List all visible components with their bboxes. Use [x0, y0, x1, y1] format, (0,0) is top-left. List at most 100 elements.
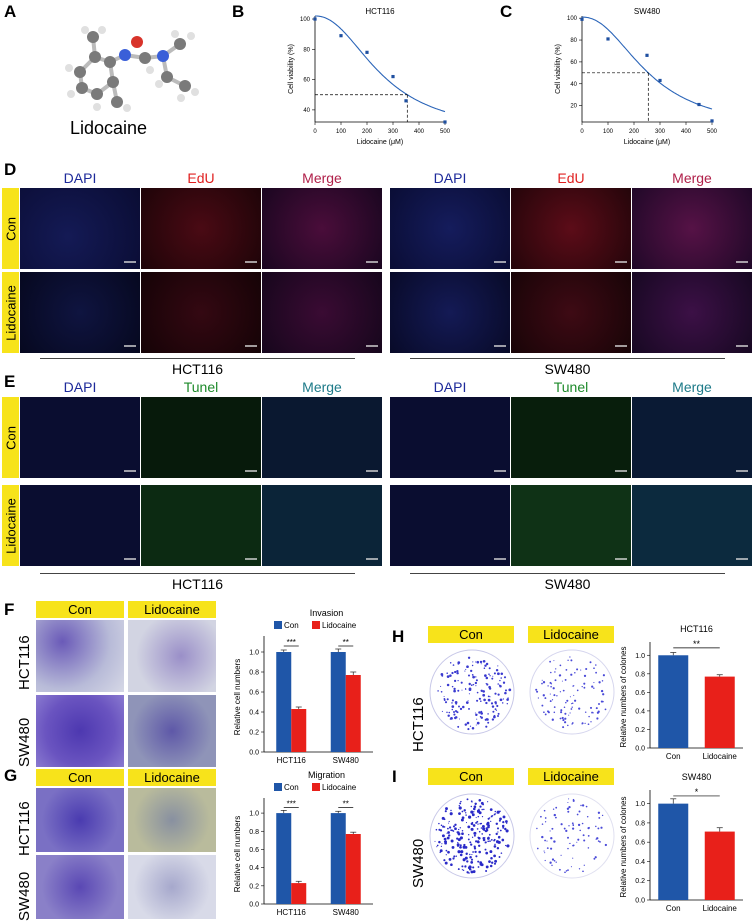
colony-dot [468, 815, 472, 819]
colony-dot [496, 704, 499, 708]
bar [330, 813, 346, 904]
colony-dot [471, 674, 474, 676]
colony-dot [478, 830, 481, 833]
colony-dot [455, 855, 458, 857]
y-tick-label: 0.0 [249, 750, 259, 757]
colony-dot [483, 808, 485, 811]
colony-dot [568, 798, 570, 800]
colony-dot [473, 831, 477, 835]
colony-dot [464, 865, 467, 868]
colony-dot [438, 828, 441, 831]
colony-dot [495, 822, 499, 826]
d-col-edu-1: EdU [187, 170, 215, 186]
colony-dot [448, 826, 452, 829]
colony-dot [500, 852, 503, 854]
colony-dot [502, 698, 505, 700]
colony-dot [584, 722, 586, 725]
e-col-dapi-2: DAPI [433, 379, 467, 395]
colony-dot [469, 725, 472, 727]
colony-dot [504, 689, 508, 692]
colony-dot [484, 842, 486, 844]
colony-dot [581, 822, 584, 825]
colony-dot [439, 851, 441, 854]
colony-dot [589, 706, 593, 709]
colony-dot [492, 815, 494, 817]
colony-dot [497, 672, 500, 676]
colony-dot [459, 707, 463, 711]
fit-curve [315, 15, 446, 113]
colony-dot [457, 838, 461, 842]
y-tick-label: 20 [570, 104, 577, 110]
bar [291, 883, 307, 904]
colony-dot [467, 838, 470, 841]
colony-dot [475, 724, 477, 726]
colony-dot [478, 711, 481, 714]
colony-dot [571, 822, 574, 825]
colony-dot [453, 855, 456, 858]
colony-dot [459, 836, 463, 840]
colony-dot [494, 859, 498, 863]
legend-swatch [274, 621, 282, 629]
colony-dot [549, 700, 552, 703]
colony-dot [553, 706, 556, 708]
colony-dot [480, 827, 483, 829]
e-row-label-lidocaine: Lidocaine [2, 485, 19, 566]
colony-dot [481, 816, 484, 818]
e-col-dapi-1: DAPI [63, 379, 97, 395]
e-micro-sw-con-tunel [511, 397, 631, 478]
colony-dot [472, 683, 475, 686]
y-tick-label: 40 [570, 82, 577, 88]
f-photo-hct-con [36, 620, 124, 692]
x-tick-label: SW480 [333, 756, 360, 765]
colony-dot [456, 669, 459, 673]
colony-dot [497, 712, 500, 715]
colony-dot [544, 713, 547, 716]
colony-dot [500, 672, 504, 676]
x-tick-label: Con [666, 752, 681, 761]
colony-dot [445, 849, 448, 852]
y-tick-label: 1.0 [249, 650, 259, 657]
colony-dot [442, 825, 445, 828]
colony-dot [440, 690, 443, 693]
colony-dot [593, 667, 595, 670]
colony-dot [472, 807, 476, 811]
colony-dot [501, 838, 505, 842]
d-micro-sw-con-edu [511, 188, 631, 269]
colony-dot [572, 799, 575, 802]
colony-dot [502, 821, 505, 824]
x-tick-label: 100 [336, 129, 347, 135]
colony-dot [580, 669, 582, 671]
colony-dot [571, 706, 573, 708]
colony-dot [443, 699, 446, 701]
colony-dot [495, 709, 498, 711]
colony-dot [546, 847, 549, 849]
colony-dot [494, 843, 496, 846]
chart-title: SW480 [634, 7, 661, 16]
colony-dot [556, 695, 558, 697]
colony-dot [477, 823, 479, 825]
colony-dot [581, 722, 584, 725]
d-micro-sw-lido-merge [632, 272, 752, 353]
f-row-hct: HCT116 [16, 635, 33, 690]
colony-dot [569, 712, 571, 714]
i-colony-dish-lidocaine [529, 793, 615, 879]
colony-dot [500, 677, 502, 679]
colony-dot [465, 668, 467, 670]
y-axis-label: Cell viability (%) [288, 44, 295, 94]
colony-dot [555, 806, 558, 809]
colony-dot [467, 674, 471, 677]
colony-dot [475, 840, 478, 843]
e-col-tunel-1: Tunel [183, 379, 219, 395]
colony-dot [537, 697, 540, 699]
colony-dot [595, 838, 597, 840]
colony-dot [507, 697, 509, 699]
colony-dot [593, 682, 595, 684]
colony-dot [470, 669, 473, 673]
colony-dot [446, 711, 448, 714]
y-tick-label: 0.0 [249, 902, 259, 909]
d-micro-hct-con-dapi [20, 188, 140, 269]
colony-dot [595, 707, 598, 710]
colony-dot [560, 823, 563, 826]
colony-dot [489, 696, 491, 698]
colony-dot [543, 711, 545, 714]
